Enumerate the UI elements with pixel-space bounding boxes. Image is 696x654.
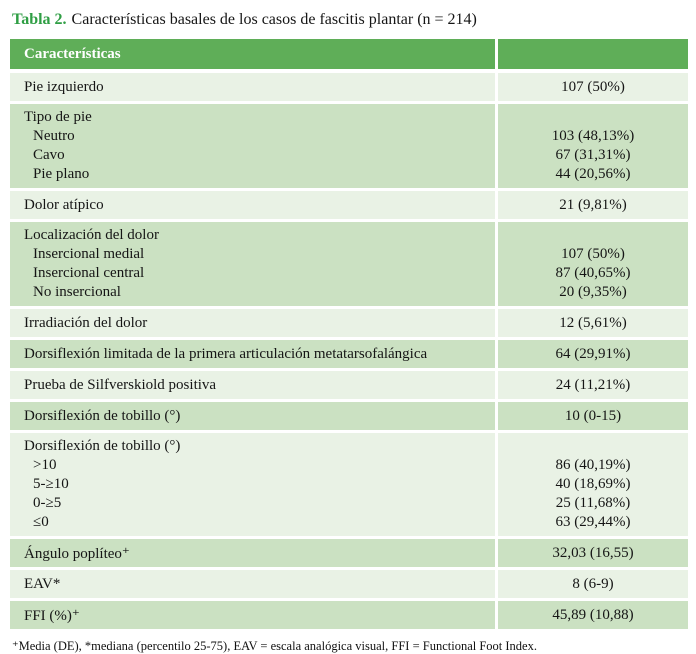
row-value: 64 (29,91%) — [498, 340, 688, 368]
row-label: Irradiación del dolor — [10, 309, 495, 337]
table-header-row: Características — [10, 39, 688, 69]
table-footnote: ⁺Media (DE), *mediana (percentilo 25-75)… — [12, 639, 537, 653]
row-value: 24 (11,21%) — [498, 371, 688, 399]
group-item-value: 20 (9,35%) — [559, 284, 627, 300]
table-caption-text: Características basales de los casos de … — [71, 11, 477, 28]
group-heading: Tipo de pie — [24, 109, 92, 125]
table-row-dorsiflexion-tobillo-mediana: Dorsiflexión de tobillo (°) 10 (0-15) — [10, 402, 688, 430]
row-label: Dolor atípico — [10, 191, 495, 219]
group-value-spacer — [498, 108, 688, 127]
group-item-label: Pie plano — [33, 166, 90, 182]
group-item-label: ≤0 — [33, 514, 49, 530]
row-value: 12 (5,61%) — [498, 309, 688, 337]
table-caption: Tabla 2. Características basales de los c… — [12, 10, 688, 30]
row-value: 32,03 (16,55) — [498, 539, 688, 567]
group-item-label: >10 — [33, 457, 57, 473]
table-row-dorsiflexion-limitada: Dorsiflexión limitada de la primera arti… — [10, 340, 688, 368]
group-heading: Dorsiflexión de tobillo (°) — [24, 438, 181, 454]
row-label: Dorsiflexión de tobillo (°) — [10, 402, 495, 430]
group-item-value: 67 (31,31%) — [555, 147, 631, 163]
group-item-value: 87 (40,65%) — [555, 265, 631, 281]
group-item-value: 107 (50%) — [561, 246, 625, 262]
row-label: EAV* — [10, 570, 495, 598]
group-item-value: 44 (20,56%) — [555, 166, 631, 182]
group-item-label: No insercional — [33, 284, 121, 300]
row-value: 107 (50%) — [498, 73, 688, 101]
group-item-value: 86 (40,19%) — [555, 457, 631, 473]
group-item-label: Insercional medial — [33, 246, 145, 262]
row-label: Ángulo poplíteo⁺ — [10, 539, 495, 567]
table-row-dolor-atipico: Dolor atípico 21 (9,81%) — [10, 191, 688, 219]
row-label: Prueba de Silfverskiold positiva — [10, 371, 495, 399]
row-value: 8 (6-9) — [498, 570, 688, 598]
table-row-irradiacion-del-dolor: Irradiación del dolor 12 (5,61%) — [10, 309, 688, 337]
group-item-label: 0-≥5 — [33, 495, 62, 511]
group-item-value: 25 (11,68%) — [555, 495, 631, 511]
row-label: FFI (%)⁺ — [10, 601, 495, 629]
group-item-value: 103 (48,13%) — [551, 128, 635, 144]
baseline-characteristics-table: Características Pie izquierdo 107 (50%) … — [10, 39, 688, 629]
row-value-group: 103 (48,13%) 67 (31,31%) 44 (20,56%) — [498, 104, 688, 188]
table-row-localizacion-del-dolor: Localización del dolor Insercional media… — [10, 222, 688, 306]
table-row-pie-izquierdo: Pie izquierdo 107 (50%) — [10, 73, 688, 101]
table-row-angulo-popliteo: Ángulo poplíteo⁺ 32,03 (16,55) — [10, 539, 688, 567]
row-value-group: 107 (50%) 87 (40,65%) 20 (9,35%) — [498, 222, 688, 306]
table-row-prueba-silfverskiold: Prueba de Silfverskiold positiva 24 (11,… — [10, 371, 688, 399]
group-item-label: 5-≥10 — [33, 476, 69, 492]
group-value-spacer — [498, 437, 688, 456]
row-value-group: 86 (40,19%) 40 (18,69%) 25 (11,68%) 63 (… — [498, 433, 688, 536]
group-item-value: 40 (18,69%) — [555, 476, 631, 492]
header-cell-caracteristicas: Características — [10, 39, 495, 69]
row-label: Dorsiflexión limitada de la primera arti… — [10, 340, 495, 368]
row-value: 21 (9,81%) — [498, 191, 688, 219]
group-item-label: Insercional central — [33, 265, 145, 281]
row-label-group: Dorsiflexión de tobillo (°) >10 5-≥10 0-… — [10, 433, 495, 536]
row-value: 45,89 (10,88) — [498, 601, 688, 629]
table-row-eav: EAV* 8 (6-9) — [10, 570, 688, 598]
row-label-group: Tipo de pie Neutro Cavo Pie plano — [10, 104, 495, 188]
group-value-spacer — [498, 226, 688, 245]
group-item-label: Neutro — [33, 128, 75, 144]
group-item-label: Cavo — [33, 147, 65, 163]
row-label: Pie izquierdo — [10, 73, 495, 101]
table-row-tipo-de-pie: Tipo de pie Neutro Cavo Pie plano 103 (4… — [10, 104, 688, 188]
row-value: 10 (0-15) — [498, 402, 688, 430]
table-caption-label: Tabla 2. — [12, 11, 67, 28]
table-row-dorsiflexion-tobillo-grupos: Dorsiflexión de tobillo (°) >10 5-≥10 0-… — [10, 433, 688, 536]
group-heading: Localización del dolor — [24, 227, 159, 243]
table-row-ffi: FFI (%)⁺ 45,89 (10,88) — [10, 601, 688, 629]
row-label-group: Localización del dolor Insercional media… — [10, 222, 495, 306]
group-item-value: 63 (29,44%) — [555, 514, 631, 530]
header-cell-values — [498, 39, 688, 69]
